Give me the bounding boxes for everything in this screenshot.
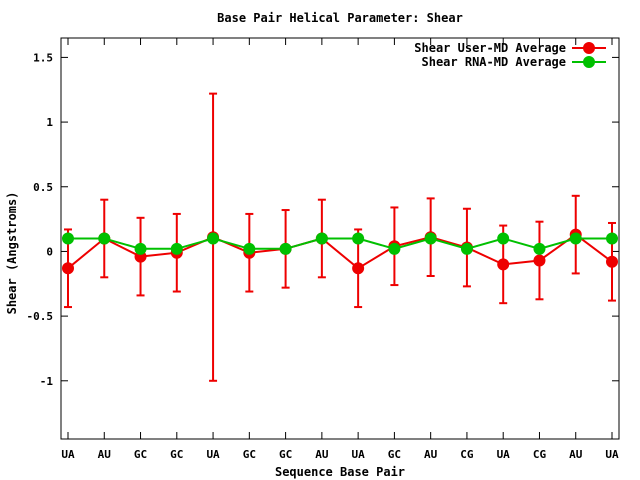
series-line	[68, 237, 612, 250]
legend-label: Shear User-MD Average	[414, 41, 566, 55]
x-tick-label: UA	[352, 448, 366, 461]
x-tick-label: AU	[315, 448, 329, 461]
x-tick-label: GC	[170, 448, 183, 461]
data-point	[460, 242, 473, 255]
data-point	[569, 232, 582, 245]
data-point	[207, 232, 220, 245]
legend-label: Shear RNA-MD Average	[422, 55, 567, 69]
x-tick-label: GC	[279, 448, 292, 461]
x-tick-label: GC	[388, 448, 401, 461]
data-point	[424, 232, 437, 245]
data-point	[62, 262, 74, 275]
x-tick-label: CG	[533, 448, 547, 461]
series-1	[62, 92, 618, 382]
y-tick-label: 0.5	[33, 181, 53, 194]
x-tick-label: UA	[497, 448, 511, 461]
x-tick-label: UA	[61, 448, 75, 461]
data-point	[315, 232, 328, 245]
series-2	[62, 232, 618, 255]
data-point	[352, 232, 365, 245]
x-tick-label: GC	[243, 448, 256, 461]
chart-title: Base Pair Helical Parameter: Shear	[217, 11, 463, 25]
x-tick-label: GC	[134, 448, 147, 461]
plot-border	[60, 37, 620, 440]
y-tick-label: 1.5	[33, 51, 53, 64]
x-tick-label: AU	[569, 448, 583, 461]
y-tick-label: -0.5	[27, 310, 54, 323]
data-point	[533, 254, 546, 267]
legend-marker	[583, 42, 595, 54]
x-axis-label: Sequence Base Pair	[275, 465, 405, 479]
data-point	[98, 232, 111, 245]
plot-area: 1.5 1 0.5 0 -0.5 -1 UA AU GC GC UA GC GC AU UA GC AU CG UA…	[27, 37, 620, 461]
y-tick-label: 0	[46, 245, 53, 258]
data-point	[243, 242, 256, 255]
data-point	[497, 232, 510, 245]
data-point	[134, 242, 147, 255]
x-tick-label: AU	[98, 448, 112, 461]
y-tick-label: 1	[46, 116, 53, 129]
data-point	[170, 242, 183, 255]
data-point	[352, 262, 365, 275]
y-axis-label: Shear (Angstroms)	[5, 192, 19, 315]
x-tick-label: AU	[424, 448, 438, 461]
y-tick-label: -1	[40, 375, 54, 388]
series-line	[67, 233, 613, 270]
data-point	[388, 242, 401, 255]
data-point	[279, 242, 292, 255]
data-point	[606, 232, 618, 245]
legend-marker	[583, 56, 595, 68]
x-tick-label: CG	[460, 448, 474, 461]
x-tick-label: UA	[605, 448, 619, 461]
data-point	[497, 258, 510, 271]
data-point	[62, 232, 74, 245]
data-point	[606, 255, 618, 268]
x-tick-label: UA	[206, 448, 220, 461]
data-point	[533, 242, 546, 255]
